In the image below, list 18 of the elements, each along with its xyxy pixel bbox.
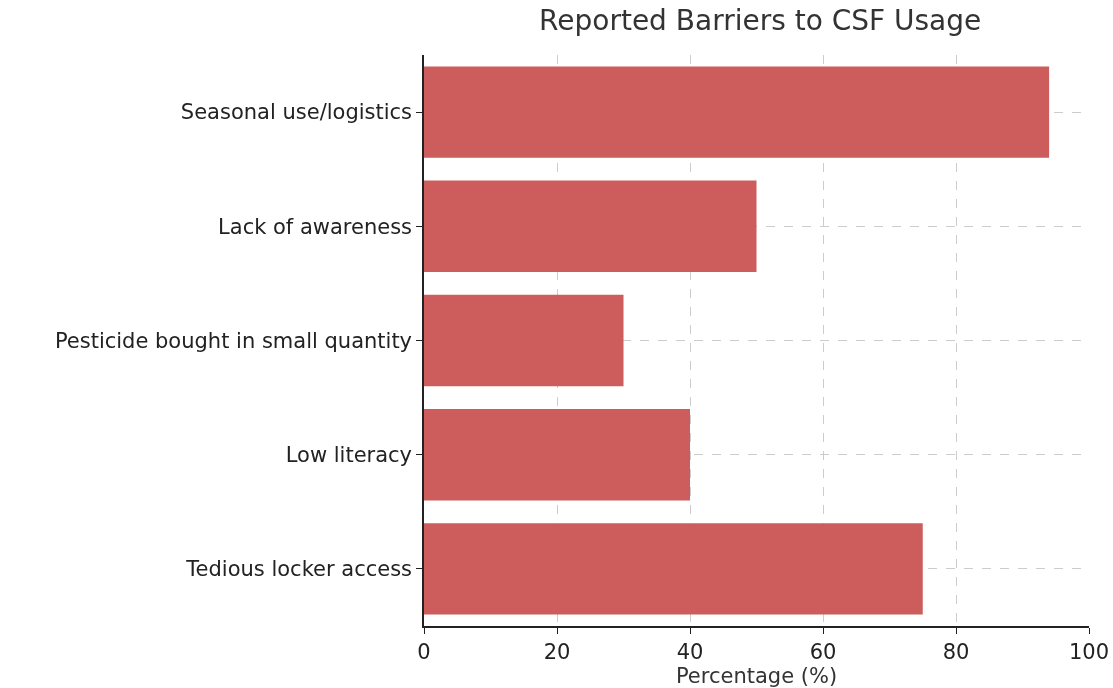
x-tick-label: 60: [809, 639, 837, 664]
bar: [424, 180, 757, 272]
y-tick-label: Lack of awareness: [218, 214, 413, 239]
bar: [424, 294, 624, 387]
chart-title: Reported Barriers to CSF Usage: [539, 3, 982, 37]
x-tick-label: 40: [676, 639, 704, 664]
bar: [424, 66, 1050, 158]
y-tick-label: Seasonal use/logistics: [180, 100, 413, 125]
x-tick-label: 20: [543, 639, 571, 664]
bar: [424, 523, 923, 615]
x-tick-label: 80: [942, 639, 970, 664]
x-axis-title: Percentage (%): [675, 664, 838, 688]
x-tick-label: 100: [1068, 639, 1110, 664]
y-tick-label: Tedious locker access: [185, 557, 413, 582]
x-tick-label: 0: [417, 639, 431, 664]
bar: [424, 409, 690, 501]
y-tick-label: Pesticide bought in small quantity: [54, 328, 413, 353]
y-tick-label: Low literacy: [285, 443, 413, 468]
